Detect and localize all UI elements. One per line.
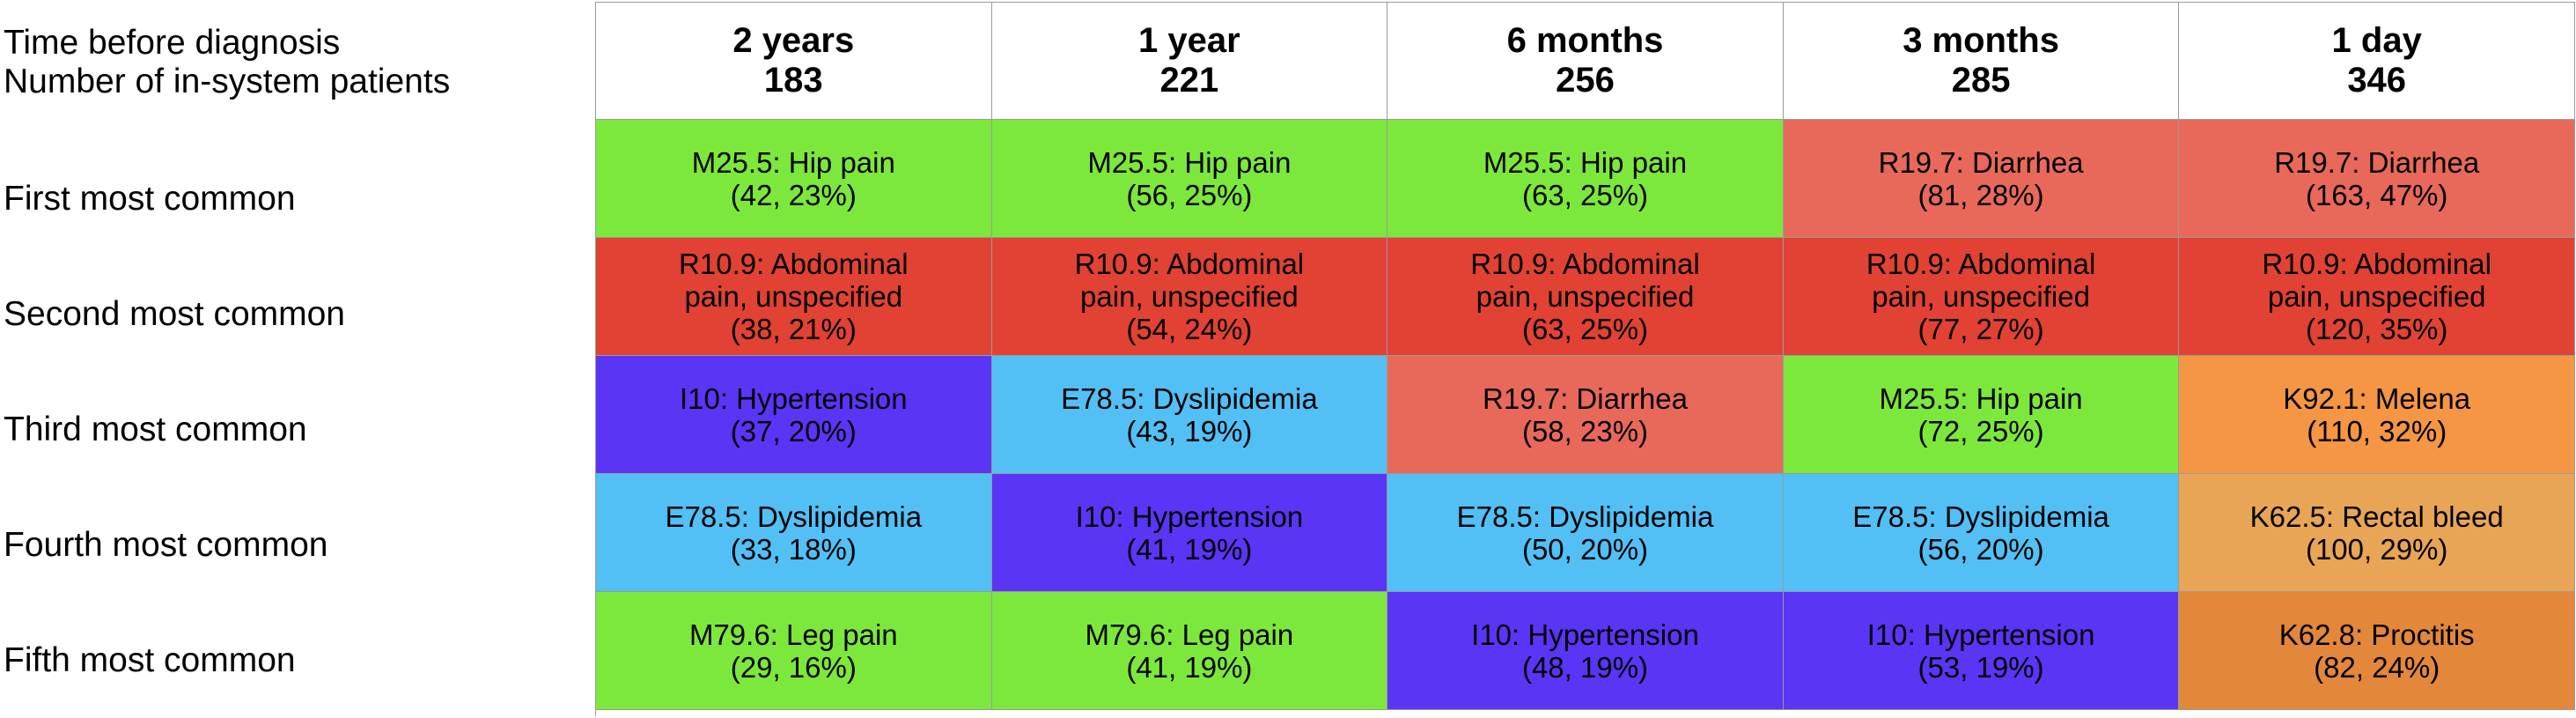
cell-stat: (63, 25%) [1521,313,1649,345]
cell-diagnosis: I10: Hypertension [1471,618,1699,651]
table-cell: I10: Hypertension (48, 19%) [1387,592,1784,710]
cell-stat: (81, 28%) [1917,178,2044,211]
cell-stat: (43, 19%) [1126,414,1253,448]
cell-stat: (63, 25%) [1521,178,1649,211]
cell-stat: (38, 21%) [730,313,857,345]
table-cell: K92.1: Melena (110, 32%) [2179,356,2575,474]
cell-stat: (37, 20%) [730,414,857,448]
cell-diagnosis: M25.5: Hip pain [1879,381,2083,415]
cell-diagnosis: M25.5: Hip pain [1483,145,1688,179]
table-cell: R10.9: Abdominal pain, unspecified (120,… [2179,238,2575,356]
cell-diagnosis: R19.7: Diarrhea [1483,381,1688,415]
header-label-time: Time before diagnosis [4,24,341,62]
cell-stat: (41, 19%) [1126,650,1253,684]
cell-diagnosis: R10.9: Abdominal pain, unspecified [2262,248,2491,313]
table-cell: R10.9: Abdominal pain, unspecified (77, … [1783,238,2180,356]
table-cell: R10.9: Abdominal pain, unspecified (63, … [1387,238,1784,356]
row-labels: Time before diagnosis Number of in-syste… [0,0,595,718]
row-label-fourth: Fourth most common [4,526,328,564]
table-cell: E78.5: Dyslipidemia (43, 19%) [991,356,1388,474]
cell-stat: (41, 19%) [1126,532,1253,566]
cell-stat: (82, 24%) [2314,650,2440,684]
table-cell: K62.8: Proctitis (82, 24%) [2179,592,2575,710]
header-label-patients: Number of in-system patients [4,63,451,100]
column-period: 1 year [1138,21,1240,60]
cell-diagnosis: E78.5: Dyslipidemia [1852,500,2109,533]
cell-stat: (110, 32%) [2307,414,2447,448]
cell-stat: (54, 24%) [1126,313,1253,345]
table-cell: I10: Hypertension (41, 19%) [991,474,1388,592]
row-label-first: First most common [4,180,296,218]
table-cell: E78.5: Dyslipidemia (50, 20%) [1387,474,1784,592]
table-cell: M25.5: Hip pain (63, 25%) [1387,120,1784,238]
column-period: 6 months [1506,21,1664,60]
table-cell: R19.7: Diarrhea (58, 23%) [1387,356,1784,474]
cell-stat: (33, 18%) [730,532,857,566]
diagnosis-table: 2 years 183 1 year 221 6 months 256 3 mo… [595,2,2575,716]
cell-diagnosis: M25.5: Hip pain [1087,145,1292,179]
row-label-second: Second most common [4,295,346,333]
table-cell: K62.5: Rectal bleed (100, 29%) [2179,474,2575,592]
table-cell: R10.9: Abdominal pain, unspecified (38, … [596,238,992,356]
cell-diagnosis: E78.5: Dyslipidemia [1456,500,1714,533]
column-period: 1 day [2331,21,2422,60]
table-cell: M79.6: Leg pain (41, 19%) [991,592,1388,710]
column-count: 221 [1159,61,1219,100]
cell-diagnosis: R10.9: Abdominal pain, unspecified [1470,248,1700,313]
column-header: 1 day 346 [2179,3,2575,120]
column-header: 1 year 221 [991,3,1388,120]
cell-stat: (53, 19%) [1917,650,2044,684]
column-period: 2 years [732,21,855,60]
cell-stat: (48, 19%) [1521,650,1649,684]
cell-diagnosis: R10.9: Abdominal pain, unspecified [1866,248,2096,313]
cell-diagnosis: E78.5: Dyslipidemia [1061,381,1318,415]
cell-diagnosis: R19.7: Diarrhea [1878,145,2084,179]
cell-diagnosis: R10.9: Abdominal pain, unspecified [679,248,909,313]
cell-stat: (72, 25%) [1917,414,2044,448]
cell-diagnosis: R10.9: Abdominal pain, unspecified [1074,248,1305,313]
column-count: 183 [763,61,823,100]
cell-stat: (42, 23%) [730,178,857,211]
cell-diagnosis: K62.5: Rectal bleed [2249,500,2504,533]
table-cell: M25.5: Hip pain (56, 25%) [991,120,1388,238]
column-header: 2 years 183 [596,3,992,120]
table-cell: E78.5: Dyslipidemia (33, 18%) [596,474,992,592]
cell-diagnosis: I10: Hypertension [1866,618,2095,651]
table-cell: M79.6: Leg pain (29, 16%) [596,592,992,710]
cell-stat: (56, 25%) [1126,178,1253,211]
column-count: 256 [1556,61,1615,100]
column-period: 3 months [1903,21,2059,60]
table-cell: M25.5: Hip pain (42, 23%) [596,120,992,238]
column-header: 6 months 256 [1387,3,1784,120]
cell-diagnosis: I10: Hypertension [679,381,908,415]
cell-diagnosis: K62.8: Proctitis [2278,618,2475,651]
cell-stat: (120, 35%) [2305,313,2448,345]
column-count: 285 [1951,61,2011,100]
cell-stat: (77, 27%) [1917,313,2044,345]
cell-stat: (50, 20%) [1521,532,1649,566]
table-cell: R19.7: Diarrhea (163, 47%) [2179,120,2575,238]
column-count: 346 [2347,61,2407,100]
column-header: 3 months 285 [1783,3,2180,120]
cell-diagnosis: K92.1: Melena [2283,381,2471,415]
row-label-third: Third most common [4,411,307,448]
cell-stat: (58, 23%) [1521,414,1649,448]
table-cell: E78.5: Dyslipidemia (56, 20%) [1783,474,2180,592]
table-cell: I10: Hypertension (37, 20%) [596,356,992,474]
table-cell: I10: Hypertension (53, 19%) [1783,592,2180,710]
row-label-fifth: Fifth most common [4,641,296,679]
table-cell: R10.9: Abdominal pain, unspecified (54, … [991,238,1388,356]
cell-stat: (56, 20%) [1917,532,2044,566]
cell-diagnosis: R19.7: Diarrhea [2274,145,2480,179]
cell-diagnosis: M79.6: Leg pain [688,618,898,651]
cell-stat: (100, 29%) [2305,532,2448,566]
table-cell: R19.7: Diarrhea (81, 28%) [1783,120,2180,238]
cell-diagnosis: M79.6: Leg pain [1085,618,1294,651]
cell-diagnosis: I10: Hypertension [1075,500,1304,533]
table-cell: M25.5: Hip pain (72, 25%) [1783,356,2180,474]
cell-stat: (163, 47%) [2305,178,2448,211]
cell-stat: (29, 16%) [730,650,857,684]
cell-diagnosis: M25.5: Hip pain [691,145,895,179]
cell-diagnosis: E78.5: Dyslipidemia [665,500,923,533]
